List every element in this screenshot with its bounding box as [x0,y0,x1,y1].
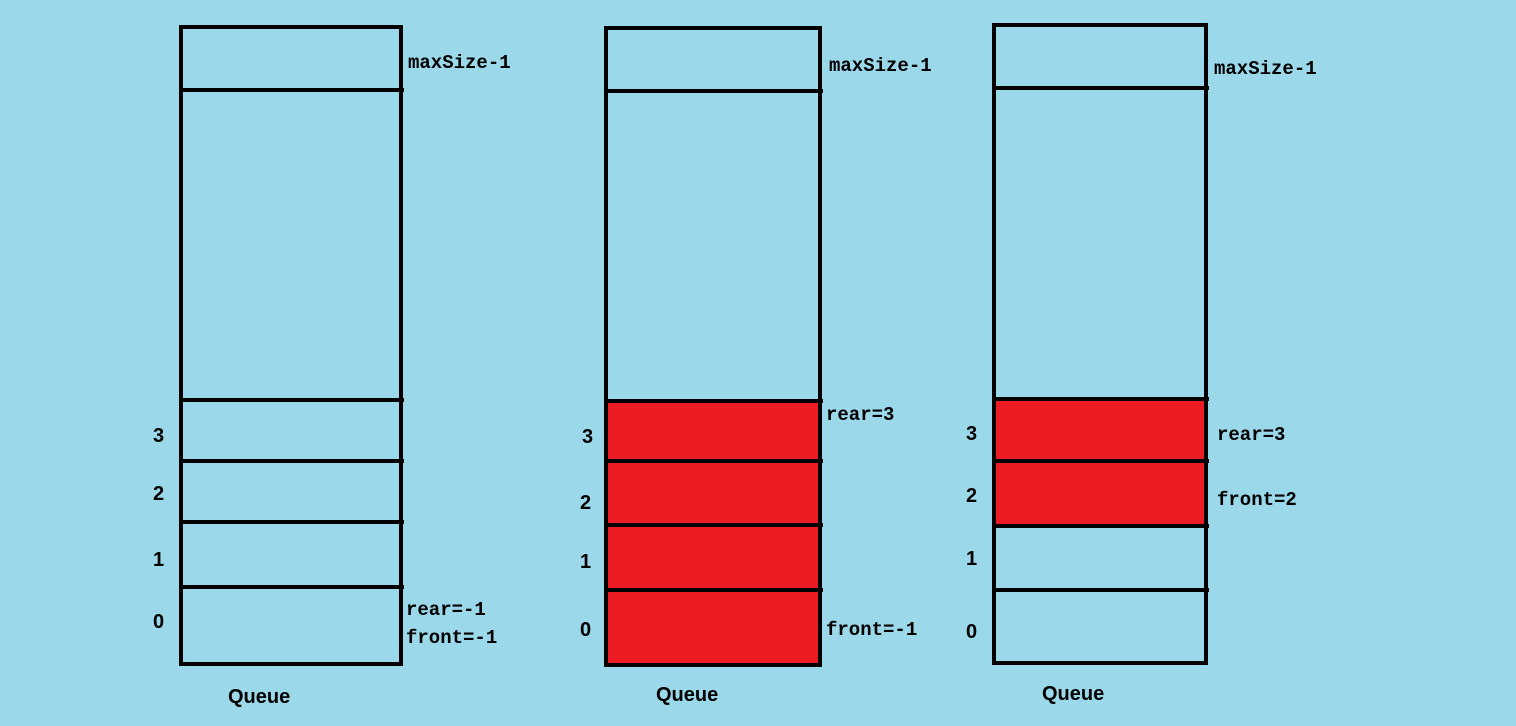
queue-2-front-label: front=-1 [826,619,918,641]
queue-2-caption: Queue [656,684,719,706]
queue-3-index-0: 0 [966,621,978,643]
queue-3-front-label: front=2 [1217,489,1297,511]
queue-1-caption: Queue [228,686,291,708]
queue-2-index-3: 3 [582,426,594,448]
queue-3-rear-label: rear=3 [1217,424,1286,446]
queue-1-frame [179,25,403,666]
queue-2-rear-label: rear=3 [826,404,895,426]
queue-3-frame [992,23,1208,665]
queue-1-index-0: 0 [153,611,165,633]
queue-3-top-label: maxSize-1 [1214,58,1317,80]
queue-1-index-3: 3 [153,425,165,447]
queue-2-index-1: 1 [580,551,592,573]
queue-1-index-2: 2 [153,483,165,505]
queue-3-index-3: 3 [966,423,978,445]
queue-3-cell-2-fill [994,461,1206,526]
queue-2-index-0: 0 [580,619,592,641]
queue-3-index-2: 2 [966,485,978,507]
queue-3-index-1: 1 [966,548,978,570]
queue-1-index-1: 1 [153,549,165,571]
queue-2-cell-2-fill [606,461,820,525]
queue-3-cell-3-fill [994,399,1206,461]
queue-2-cell-0-fill [606,590,820,665]
queue-3-caption: Queue [1042,683,1105,705]
queue-2-index-2: 2 [580,492,592,514]
queue-1-rear-label: rear=-1 [406,599,486,621]
queue-2-cell-3-fill [606,401,820,461]
queue-2-cell-1-fill [606,525,820,590]
queue-1-front-label: front=-1 [406,627,498,649]
queue-2-frame [604,26,822,667]
queue-2-top-label: maxSize-1 [829,55,932,77]
queue-1-top-label: maxSize-1 [408,52,511,74]
